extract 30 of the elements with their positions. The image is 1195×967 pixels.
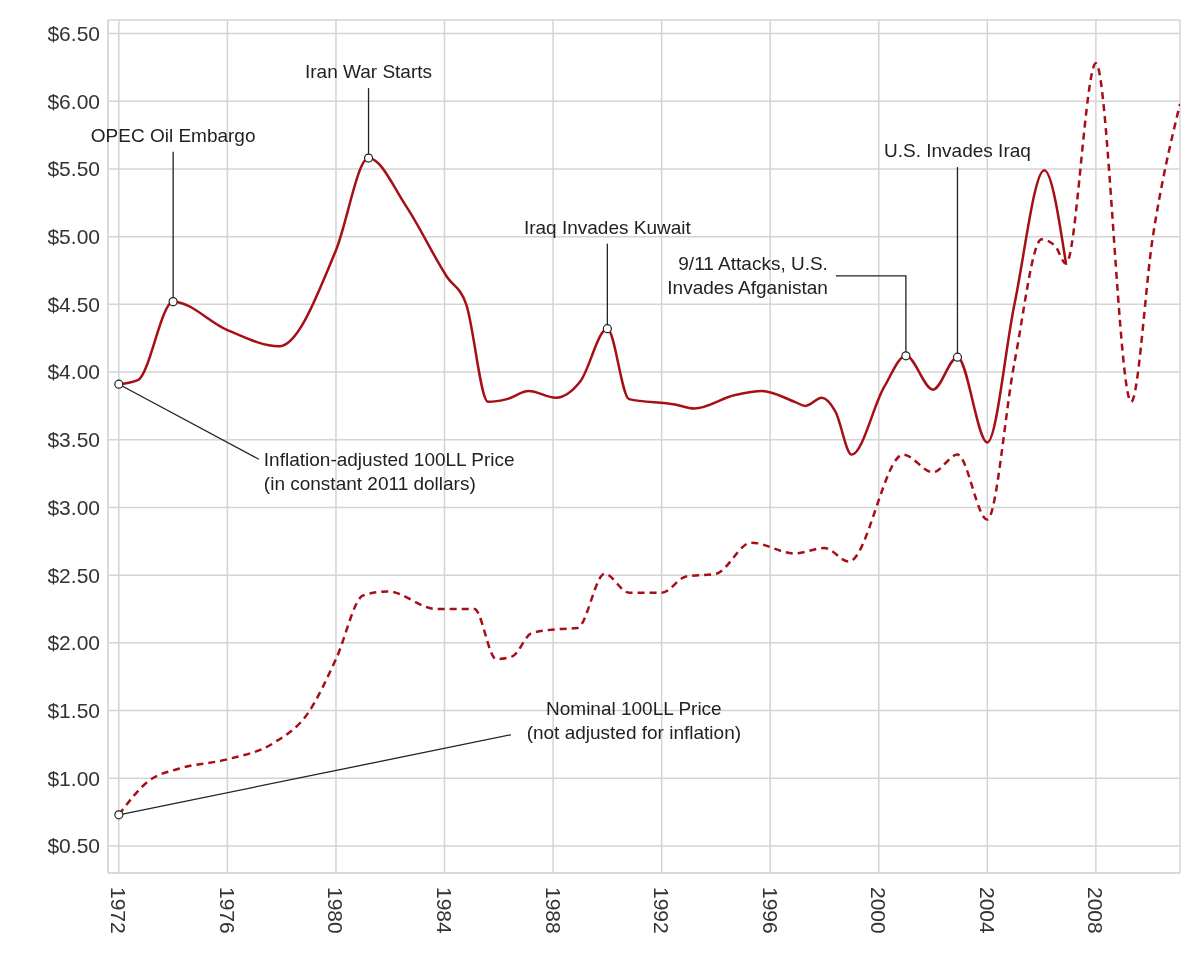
- y-tick-label: $1.50: [47, 698, 100, 722]
- y-tick-label: $0.50: [47, 834, 100, 858]
- y-tick-label: $2.00: [47, 631, 100, 655]
- x-tick-label: 1976: [215, 887, 239, 934]
- x-tick-label: 1992: [650, 887, 674, 934]
- y-tick-label: $6.00: [47, 89, 100, 113]
- annotation: Inflation-adjusted 100LL Price (in constant 2011 dollars): [263, 449, 515, 495]
- x-tick-label: 2008: [1084, 887, 1108, 934]
- annotation: U.S. Invades Iraq: [884, 140, 1031, 162]
- annotation: OPEC Oil Embargo: [90, 124, 256, 146]
- y-tick-label: $2.50: [47, 563, 100, 587]
- y-tick-label: $6.50: [47, 21, 100, 45]
- x-tick-label: 1984: [433, 887, 457, 935]
- annotation: Iran War Starts: [305, 61, 433, 83]
- x-tick-label: 2000: [867, 887, 891, 934]
- x-tick-label: 1980: [324, 887, 348, 934]
- y-tick-label: $3.00: [47, 495, 100, 519]
- y-tick-label: $5.50: [47, 157, 100, 181]
- y-tick-label: $4.50: [47, 292, 100, 316]
- annotation: 9/11 Attacks, U.S. Invades Afganistan: [667, 252, 828, 298]
- y-tick-label: $3.50: [47, 428, 100, 452]
- x-tick-label: 1972: [107, 887, 131, 934]
- y-tick-label: $1.00: [47, 766, 100, 790]
- y-tick-label: $4.00: [47, 360, 100, 384]
- annotation: Iraq Invades Kuwait: [523, 216, 692, 238]
- annotation: Nominal 100LL Price (not adjusted for inflation): [526, 697, 742, 743]
- x-tick-label: 1988: [541, 887, 565, 934]
- y-tick-label: $5.00: [47, 225, 100, 249]
- x-tick-label: 1996: [758, 887, 782, 934]
- x-tick-label: 2004: [975, 887, 999, 935]
